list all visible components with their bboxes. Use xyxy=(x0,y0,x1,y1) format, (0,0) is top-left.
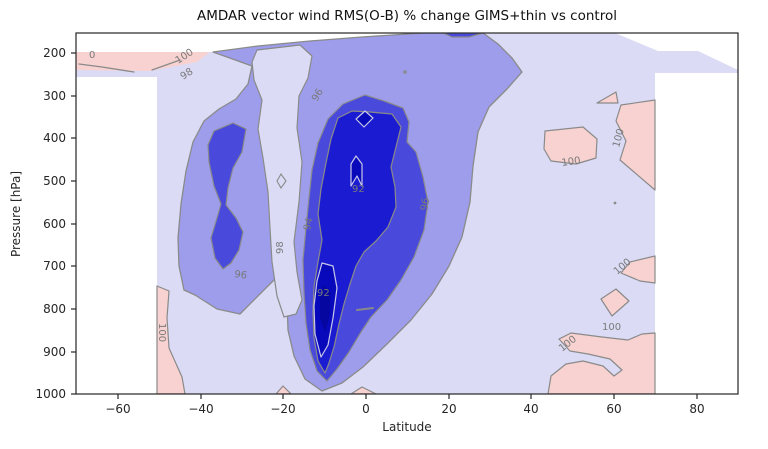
y-tick: 200 xyxy=(43,46,66,60)
page-title: AMDAR vector wind RMS(O-B) % change GIMS… xyxy=(197,8,617,24)
band-88-90-subcore xyxy=(320,285,330,332)
contour-label: 92 xyxy=(317,288,330,299)
contour-dots xyxy=(403,70,617,205)
x-tick: 40 xyxy=(523,402,538,416)
contour-label: 96 xyxy=(419,197,432,211)
x-tick: −20 xyxy=(270,402,295,416)
y-tick: 400 xyxy=(43,131,66,145)
contour-label: 96 xyxy=(234,269,248,282)
contour-label: 94 xyxy=(302,217,315,232)
x-tick-labels: −60 −40 −20 0 20 40 60 80 xyxy=(105,402,704,416)
contour-label: 92 xyxy=(352,184,365,195)
y-tick: 700 xyxy=(43,259,66,273)
x-tick: −60 xyxy=(105,402,130,416)
y-tick: 300 xyxy=(43,89,66,103)
no-data-regions xyxy=(76,33,738,394)
contour-label: 100 xyxy=(611,127,627,148)
y-tick: 900 xyxy=(43,345,66,359)
axes-frame xyxy=(75,32,739,395)
contour-label: 100 xyxy=(602,322,621,333)
band-100-102-regions xyxy=(76,52,656,394)
y-tick: 500 xyxy=(43,174,66,188)
x-tick: −40 xyxy=(188,402,213,416)
y-axis-label: Pressure [hPa] xyxy=(9,171,23,257)
contour-label: 100 xyxy=(156,323,167,342)
x-axis-label: Latitude xyxy=(382,420,431,434)
contour-label: 0 xyxy=(89,50,95,61)
contour-labels: 0 100 98 96 98 96 94 92 96 92 100 100 10… xyxy=(89,47,634,354)
tick-marks xyxy=(71,52,698,399)
plot-area: 0 100 98 96 98 96 94 92 96 92 100 100 10… xyxy=(76,33,738,394)
y-tick-labels: 200 300 400 500 600 700 800 900 1000 xyxy=(35,46,66,401)
contour-ring-small xyxy=(276,172,287,190)
contour-line-100-topleft xyxy=(78,59,181,73)
x-tick: 20 xyxy=(441,402,456,416)
x-tick: 60 xyxy=(606,402,621,416)
y-tick: 600 xyxy=(43,217,66,231)
contour-label: 98 xyxy=(275,241,286,254)
y-tick: 800 xyxy=(43,302,66,316)
contour-label: 100 xyxy=(561,155,581,169)
x-tick: 0 xyxy=(362,402,370,416)
x-tick: 80 xyxy=(689,402,704,416)
y-tick: 1000 xyxy=(35,387,66,401)
contour-sliver xyxy=(356,307,374,311)
